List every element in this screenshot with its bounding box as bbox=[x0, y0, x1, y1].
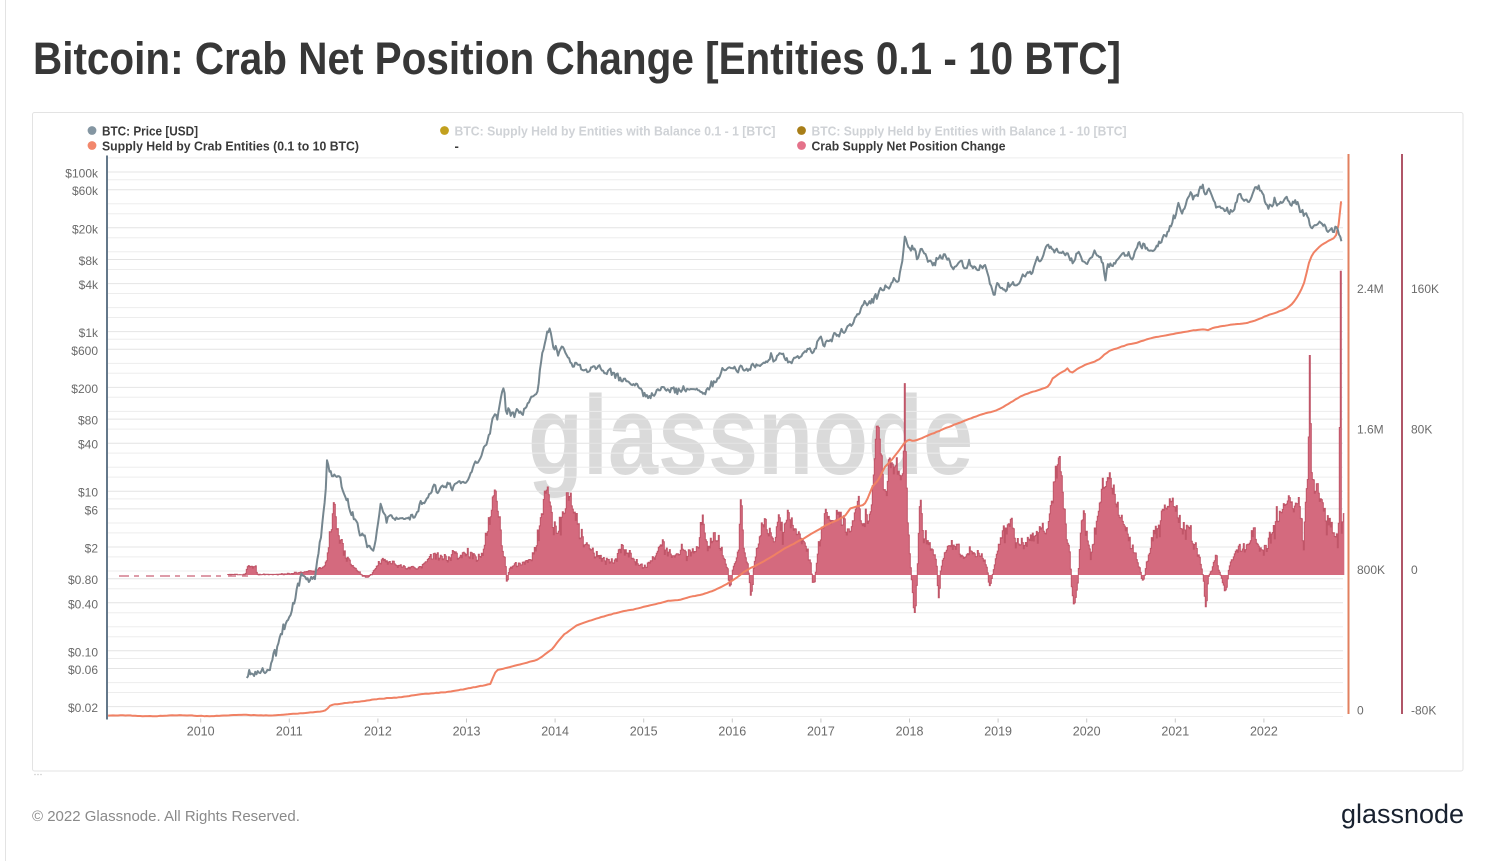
svg-text:$100k: $100k bbox=[65, 167, 99, 181]
svg-text:$0.10: $0.10 bbox=[68, 645, 98, 659]
svg-text:$0.02: $0.02 bbox=[68, 701, 98, 715]
svg-text:2014: 2014 bbox=[541, 725, 569, 739]
svg-text:glassnode: glassnode bbox=[1341, 799, 1464, 829]
svg-text:1.6M: 1.6M bbox=[1357, 423, 1384, 437]
svg-text:$0.06: $0.06 bbox=[68, 663, 98, 677]
svg-text:2016: 2016 bbox=[718, 725, 746, 739]
svg-text:$0.80: $0.80 bbox=[68, 573, 98, 587]
svg-text:2021: 2021 bbox=[1161, 725, 1189, 739]
svg-text:$60k: $60k bbox=[72, 184, 99, 198]
svg-text:$20k: $20k bbox=[72, 222, 99, 236]
svg-text:2015: 2015 bbox=[630, 725, 658, 739]
svg-text:$8k: $8k bbox=[79, 254, 99, 268]
svg-text:2010: 2010 bbox=[187, 725, 215, 739]
svg-text:Bitcoin: Crab Net Position Cha: Bitcoin: Crab Net Position Change [Entit… bbox=[33, 33, 1121, 84]
svg-text:80K: 80K bbox=[1411, 423, 1432, 437]
svg-text:$80: $80 bbox=[78, 414, 98, 428]
svg-text:-80K: -80K bbox=[1411, 704, 1436, 718]
svg-text:0: 0 bbox=[1357, 704, 1364, 718]
svg-text:$10: $10 bbox=[78, 486, 98, 500]
svg-text:2.4M: 2.4M bbox=[1357, 282, 1384, 296]
svg-text:BTC: Supply Held by Entities w: BTC: Supply Held by Entities with Balanc… bbox=[812, 124, 1127, 139]
svg-text:2013: 2013 bbox=[453, 725, 481, 739]
svg-text:BTC: Price [USD]: BTC: Price [USD] bbox=[102, 124, 198, 139]
svg-text:$200: $200 bbox=[71, 382, 98, 396]
svg-text:$6: $6 bbox=[85, 503, 99, 517]
svg-text:$600: $600 bbox=[71, 344, 98, 358]
svg-text:BTC: Supply Held by Entities w: BTC: Supply Held by Entities with Balanc… bbox=[455, 124, 776, 139]
svg-text:© 2022 Glassnode. All Rights R: © 2022 Glassnode. All Rights Reserved. bbox=[32, 808, 300, 825]
svg-text:800K: 800K bbox=[1357, 563, 1385, 577]
svg-text:2019: 2019 bbox=[984, 725, 1012, 739]
svg-text:-: - bbox=[455, 139, 459, 154]
svg-text:Crab Supply Net Position Chang: Crab Supply Net Position Change bbox=[812, 139, 1006, 154]
svg-text:160K: 160K bbox=[1411, 282, 1439, 296]
svg-text:Supply Held by Crab Entities (: Supply Held by Crab Entities (0.1 to 10 … bbox=[102, 139, 359, 154]
svg-text:2018: 2018 bbox=[896, 725, 924, 739]
svg-text:$40: $40 bbox=[78, 438, 98, 452]
svg-text:2020: 2020 bbox=[1073, 725, 1101, 739]
svg-text:$4k: $4k bbox=[79, 278, 99, 292]
svg-text:$2: $2 bbox=[85, 542, 99, 556]
svg-text:2012: 2012 bbox=[364, 725, 392, 739]
svg-text:2017: 2017 bbox=[807, 725, 835, 739]
svg-text:$0.40: $0.40 bbox=[68, 597, 98, 611]
svg-text:0: 0 bbox=[1411, 563, 1418, 577]
svg-text:2011: 2011 bbox=[276, 725, 303, 739]
svg-text:2022: 2022 bbox=[1250, 725, 1278, 739]
svg-text:$1k: $1k bbox=[79, 326, 99, 340]
